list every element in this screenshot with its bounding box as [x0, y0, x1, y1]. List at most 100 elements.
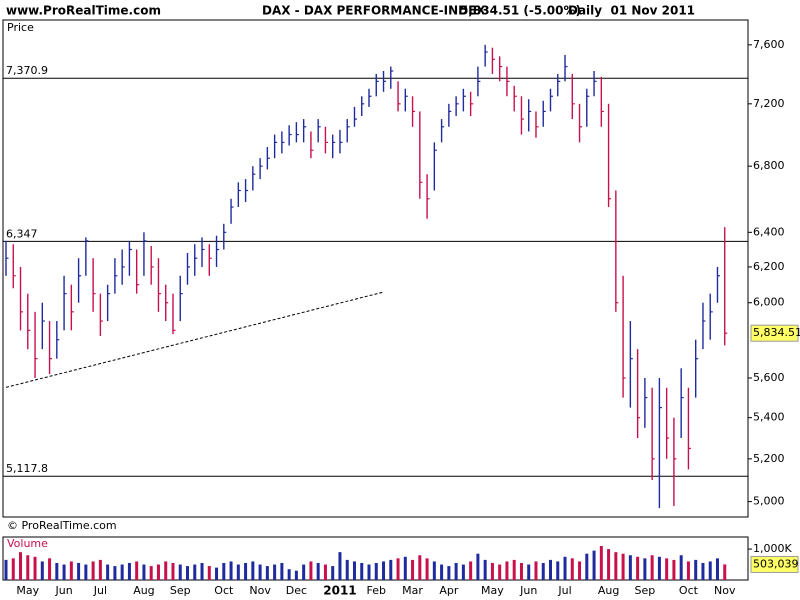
volume-bar [316, 562, 320, 580]
volume-bar [541, 562, 545, 580]
x-tick-label: Sep [635, 584, 656, 597]
volume-bar [657, 556, 661, 580]
volume-bar [672, 559, 676, 580]
x-tick-label: Oct [214, 584, 234, 597]
y-tick-label: 7,200 [753, 97, 785, 110]
volume-bar [389, 559, 393, 580]
volume-bar [106, 564, 110, 580]
y-tick-label: 6,800 [753, 159, 785, 172]
x-tick-label: Aug [133, 584, 154, 597]
volume-bar [621, 553, 625, 580]
volume-bar [280, 562, 284, 580]
x-tick-label: Nov [714, 584, 736, 597]
volume-bar [287, 569, 291, 580]
volume-bar [4, 559, 8, 580]
y-tick-label: 5,000 [753, 495, 785, 508]
volume-bar [556, 561, 560, 580]
x-tick-label: 2011 [323, 584, 356, 598]
volume-bar [309, 561, 313, 580]
last-price-box [750, 324, 799, 342]
volume-bar [461, 564, 465, 580]
volume-bar [40, 561, 44, 580]
footer: © ProRealTime.com [7, 519, 117, 532]
volume-bar [77, 562, 81, 580]
volume-bar [207, 566, 211, 580]
change: 5,834.51 (-5.00%) [460, 4, 581, 18]
last-volume-label: 503,039 [753, 557, 799, 570]
y-tick-label: 6,200 [753, 260, 785, 273]
y-tick-label: 5,600 [753, 371, 785, 384]
volume-bar [432, 561, 436, 580]
x-tick-label: Jun [519, 584, 537, 597]
volume-bar [120, 564, 124, 580]
volume-bar [149, 566, 153, 580]
volume-bar [628, 555, 632, 580]
x-tick-label: Feb [367, 584, 386, 597]
x-tick-label: Dec [286, 584, 307, 597]
volume-bar [469, 561, 473, 580]
x-tick-label: Apr [439, 584, 459, 597]
horizontal-line-label: 7,370.9 [6, 64, 48, 77]
site: www.ProRealTime.com [6, 4, 161, 18]
volume-bar [360, 562, 364, 580]
volume-bar [55, 562, 59, 580]
volume-bar [614, 552, 618, 580]
volume-bar [694, 559, 698, 580]
volume-bar [549, 559, 552, 580]
volume-label: Volume [7, 537, 48, 550]
volume-bar [440, 564, 444, 580]
volume-bar [498, 564, 502, 580]
volume-bar [178, 564, 182, 580]
volume-bar [374, 562, 378, 580]
volume-bar [723, 564, 727, 580]
volume-bar [483, 559, 487, 580]
volume-bar [273, 564, 277, 580]
x-tick-label: Mar [402, 584, 423, 597]
volume-bar [650, 555, 654, 580]
volume-bar [33, 556, 37, 580]
horizontal-line-label: 5,117.8 [6, 462, 48, 475]
volume-bar [534, 561, 538, 580]
volume-bar [679, 555, 683, 580]
volume-bar [352, 561, 356, 580]
x-tick-label: Jul [93, 584, 107, 597]
volume-bar [222, 562, 226, 580]
volume-bar [236, 564, 240, 580]
x-tick-label: Oct [679, 584, 699, 597]
x-tick-label: May [481, 584, 504, 597]
chart-title: DAX - DAX PERFORMANCE-INDEX [262, 4, 486, 18]
volume-bar [265, 566, 269, 580]
volume-bar [701, 562, 705, 580]
volume-bar [193, 564, 197, 580]
y-axis-label: Price [7, 21, 34, 34]
last-volume-box [750, 555, 799, 573]
volume-bar [323, 564, 327, 580]
volume-bar [338, 552, 342, 580]
volume-bar [708, 561, 712, 580]
volume-bar [476, 553, 480, 580]
x-tick-label: Jul [557, 584, 571, 597]
x-tick-label: Aug [598, 584, 619, 597]
volume-bar [367, 564, 371, 580]
volume-bar [592, 550, 596, 580]
volume-bar [142, 564, 146, 580]
y-tick-label: 5,200 [753, 452, 785, 465]
volume-bar [164, 561, 168, 580]
volume-bar [578, 561, 582, 580]
volume-bar [563, 556, 567, 580]
volume-bar [345, 559, 349, 580]
volume-bar [113, 566, 117, 580]
volume-bar [98, 559, 102, 580]
volume-bar [599, 545, 603, 580]
volume-bar [200, 562, 204, 580]
volume-bar [69, 561, 73, 580]
volume-bar [215, 567, 219, 580]
x-tick-label: May [16, 584, 39, 597]
x-tick-label: Nov [249, 584, 271, 597]
volume-bar [636, 556, 640, 580]
last-price-label: 5,834.51 [753, 326, 800, 339]
volume-bar [519, 562, 523, 580]
horizontal-line-label: 6,347 [6, 227, 38, 240]
volume-bar [251, 561, 255, 580]
